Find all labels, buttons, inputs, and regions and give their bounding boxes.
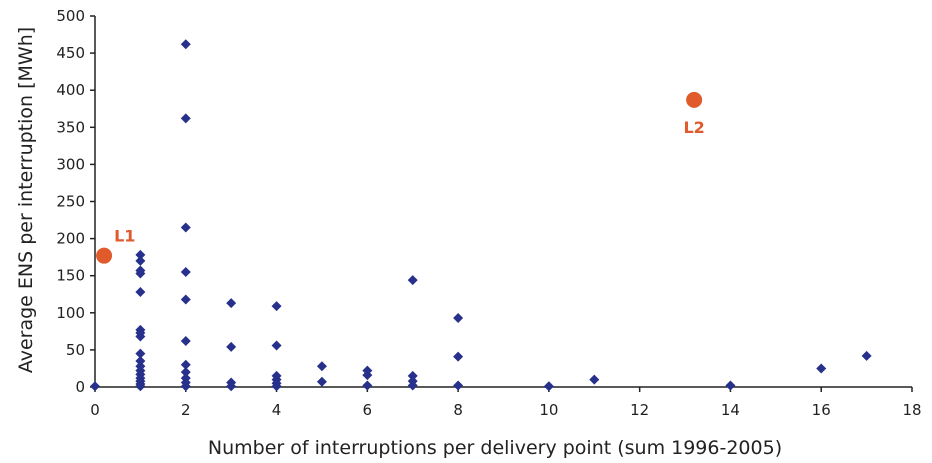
scatter-point [453, 351, 464, 362]
scatter-point [180, 367, 191, 378]
scatter-point [180, 113, 191, 124]
scatter-point [180, 39, 191, 50]
scatter-point [135, 348, 146, 359]
x-tick-label: 2 [181, 401, 191, 419]
scatter-point [271, 301, 282, 312]
scatter-point [135, 255, 146, 266]
scatter-point [135, 381, 146, 392]
scatter-point [362, 370, 373, 381]
y-tick-label: 100 [56, 304, 85, 322]
y-tick-label: 500 [56, 7, 85, 25]
scatter-point [226, 341, 237, 352]
scatter-point [407, 275, 418, 286]
y-tick-label: 450 [56, 44, 85, 62]
y-tick-label: 200 [56, 230, 85, 248]
y-tick-label: 300 [56, 155, 85, 173]
scatter-point [180, 335, 191, 346]
highlight-label: L2 [683, 118, 704, 137]
scatter-point [226, 381, 237, 392]
axes [94, 16, 912, 388]
scatter-point [226, 298, 237, 309]
scatter-point [135, 249, 146, 260]
scatter-point [543, 381, 554, 392]
y-tick-label: 350 [56, 118, 85, 136]
scatter-point [135, 356, 146, 367]
scatter-point [135, 268, 146, 279]
scatter-point [271, 340, 282, 351]
scatter-point [180, 294, 191, 305]
scatter-point [316, 361, 327, 372]
scatter-point [135, 331, 146, 342]
scatter-point [453, 380, 464, 391]
scatter-point [407, 380, 418, 391]
x-tick-label: 4 [272, 401, 282, 419]
x-tick-label: 8 [453, 401, 463, 419]
scatter-point [453, 312, 464, 323]
scatter-point [180, 222, 191, 233]
y-axis-label: Average ENS per interruption [MWh] [15, 27, 37, 373]
highlight-label: L1 [114, 227, 135, 246]
y-tick-label: 50 [66, 341, 85, 359]
scatter-point [362, 380, 373, 391]
y-tick-label: 400 [56, 81, 85, 99]
scatter-point [861, 350, 872, 361]
x-tick-label: 6 [363, 401, 373, 419]
x-tick-label: 10 [539, 401, 558, 419]
y-tick-label: 0 [75, 378, 85, 396]
scatter-point [271, 381, 282, 392]
highlight-point-l2 [686, 91, 703, 108]
scatter-point [725, 380, 736, 391]
scatter-point [180, 266, 191, 277]
x-tick-label: 12 [630, 401, 649, 419]
x-tick-label: 14 [721, 401, 740, 419]
x-tick-label: 18 [902, 401, 921, 419]
scatter-point [180, 381, 191, 392]
x-axis-label: Number of interruptions per delivery poi… [208, 437, 782, 459]
scatter-point [816, 363, 827, 374]
highlight-points: L1 L2 [96, 91, 705, 264]
scatter-point [407, 370, 418, 381]
data-points [90, 39, 872, 392]
y-tick-label: 150 [56, 267, 85, 285]
ticks: 0 2 4 6 8 10 12 14 16 18 0 50 100 150 200 250 300 350 400 4… [56, 7, 921, 419]
y-tick-label: 250 [56, 193, 85, 211]
scatter-point [316, 376, 327, 387]
scatter-point [90, 381, 100, 392]
scatter-point [589, 374, 600, 385]
highlight-point-l1 [96, 247, 113, 264]
scatter-point [180, 359, 191, 370]
x-tick-label: 0 [90, 401, 100, 419]
scatter-point [135, 287, 146, 298]
x-tick-label: 16 [812, 401, 831, 419]
